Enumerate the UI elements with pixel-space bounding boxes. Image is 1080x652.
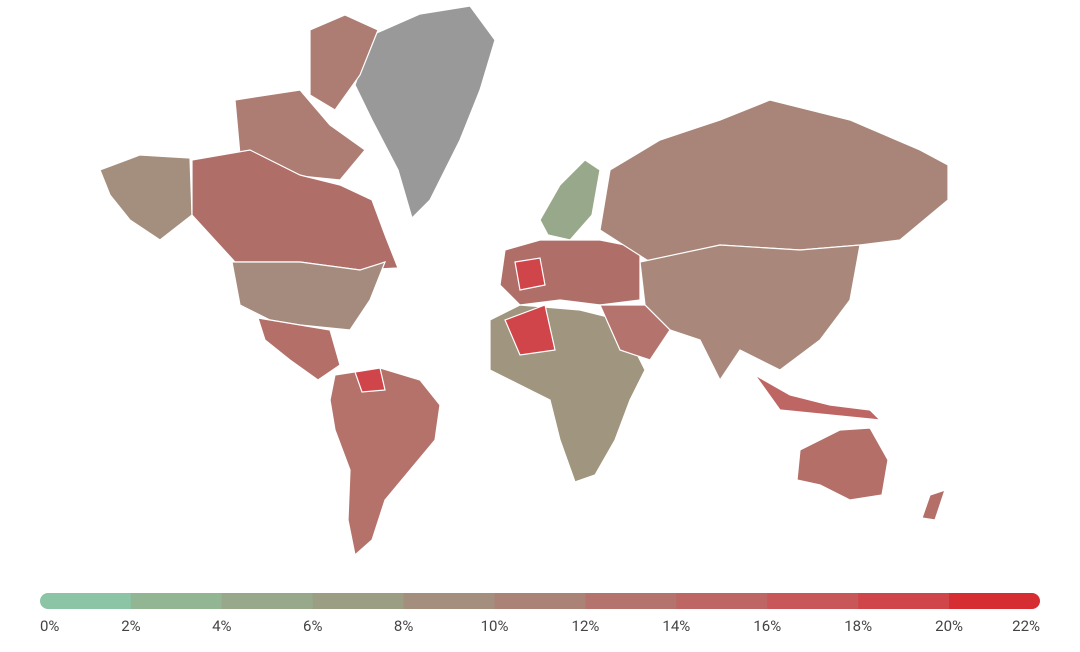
legend-segment	[403, 593, 496, 609]
greenland	[354, 5, 496, 220]
canada	[191, 149, 399, 271]
mexico	[257, 317, 341, 381]
color-legend: 0% 2% 4% 6% 8% 10% 12% 14% 16% 18% 20% 22%	[40, 593, 1040, 635]
legend-tick-label: 2%	[121, 617, 140, 635]
legend-segment	[767, 593, 859, 609]
russia	[599, 99, 949, 263]
legend-tick-label: 8%	[394, 617, 413, 635]
scandinavia	[539, 159, 601, 241]
legend-segment	[40, 593, 132, 609]
legend-segment	[676, 593, 768, 609]
legend-bar	[40, 593, 1040, 609]
indonesia	[754, 374, 882, 421]
south-america	[329, 367, 441, 557]
world-map	[99, 5, 949, 557]
legend-tick-label: 14%	[662, 617, 690, 635]
legend-segment	[221, 593, 314, 609]
legend-tick-label: 6%	[303, 617, 322, 635]
france	[514, 257, 546, 291]
legend-segment	[949, 593, 1040, 609]
legend-tick-label: 0%	[40, 617, 59, 635]
legend-segment	[312, 593, 405, 609]
legend-tick-label: 12%	[572, 617, 600, 635]
middle-east	[599, 304, 671, 361]
legend-tick-label: 18%	[844, 617, 872, 635]
asia	[639, 244, 861, 382]
legend-tick-label: 10%	[481, 617, 509, 635]
alaska	[99, 154, 193, 241]
europe	[499, 239, 641, 306]
legend-segment	[585, 593, 677, 609]
venezuela	[354, 367, 386, 393]
legend-segment	[494, 593, 586, 609]
legend-tick-label: 4%	[212, 617, 231, 635]
legend-tick-label: 16%	[753, 617, 781, 635]
legend-tick-label: 22%	[1012, 617, 1040, 635]
new-zealand	[921, 489, 946, 521]
usa	[231, 261, 387, 331]
algeria	[504, 304, 556, 356]
australia	[796, 427, 889, 501]
legend-segment	[858, 593, 950, 609]
legend-tick-label: 20%	[935, 617, 963, 635]
legend-segment	[130, 593, 223, 609]
